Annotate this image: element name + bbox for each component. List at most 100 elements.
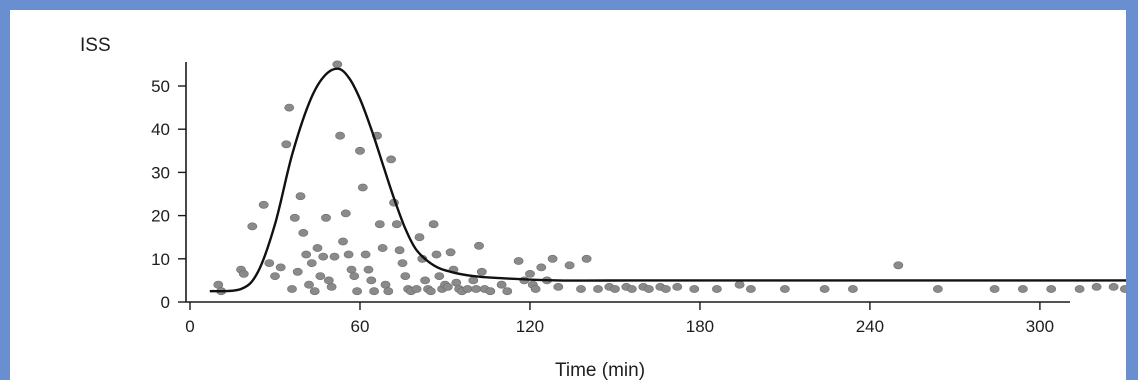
data-point [326, 282, 337, 291]
data-point [1091, 282, 1102, 291]
data-point [343, 250, 354, 259]
y-tick-label: 0 [161, 293, 170, 312]
data-point [352, 287, 362, 296]
data-point [298, 228, 309, 237]
x-tick-label: 180 [686, 317, 714, 336]
data-point [349, 272, 360, 280]
x-tick-label: 60 [351, 317, 370, 336]
data-point [292, 267, 303, 276]
y-axis-title: ISS [80, 35, 111, 56]
data-points [213, 60, 1126, 296]
data-point [525, 269, 535, 278]
data-point [547, 254, 558, 263]
x-tick-label: 0 [185, 317, 194, 336]
y-ticks: 0 10 20 30 40 50 [151, 77, 186, 312]
data-point [471, 285, 481, 293]
data-point [576, 285, 586, 293]
data-point [295, 192, 306, 201]
data-point [391, 220, 402, 229]
data-point [819, 285, 830, 293]
data-point [468, 276, 479, 285]
iss-time-chart: ISS Time (min) 0 10 20 30 40 50 0 60 120 180 240 3… [80, 35, 1126, 380]
data-point [474, 241, 484, 250]
data-point [1074, 285, 1085, 293]
data-point [332, 60, 343, 69]
data-point [386, 155, 396, 164]
data-point [485, 287, 496, 296]
data-point [377, 244, 388, 252]
data-point [270, 272, 280, 280]
data-point [553, 282, 564, 291]
data-point [315, 272, 326, 280]
data-point [306, 259, 317, 267]
data-point [357, 183, 368, 192]
data-point [502, 287, 513, 296]
data-point [289, 213, 300, 222]
data-point [318, 252, 329, 261]
data-point [672, 282, 683, 291]
data-point [1108, 282, 1119, 291]
data-point [513, 257, 524, 265]
data-point [213, 280, 224, 289]
data-point [780, 285, 790, 293]
data-point [366, 276, 377, 285]
y-tick-label: 10 [151, 250, 170, 269]
data-point [442, 282, 453, 291]
data-point [414, 233, 425, 242]
data-point [627, 285, 637, 293]
data-point [712, 285, 722, 293]
data-point [893, 261, 904, 270]
data-point [1046, 285, 1057, 293]
data-point [275, 263, 286, 272]
data-point [593, 285, 603, 293]
data-point [363, 265, 374, 274]
data-point [445, 248, 456, 257]
data-point [411, 285, 422, 293]
data-point [304, 280, 314, 289]
data-point [431, 250, 442, 259]
x-axis-title: Time (min) [555, 360, 645, 380]
x-ticks: 0 60 120 180 240 300 [185, 302, 1054, 336]
x-tick-label: 300 [1026, 317, 1054, 336]
data-point [264, 259, 275, 267]
data-point [530, 285, 541, 293]
data-point [734, 280, 745, 289]
data-point [476, 267, 487, 276]
data-point [394, 246, 405, 255]
data-point [346, 265, 357, 274]
data-point [312, 244, 323, 252]
data-point [1120, 285, 1126, 293]
data-point [369, 287, 379, 296]
data-point [301, 250, 312, 259]
data-point [462, 285, 473, 293]
data-point [689, 285, 700, 293]
y-tick-label: 40 [151, 120, 170, 139]
data-point [581, 254, 592, 263]
data-point [564, 261, 575, 270]
data-point [329, 252, 340, 261]
data-point [661, 285, 671, 293]
data-point [281, 140, 292, 149]
x-tick-label: 120 [516, 317, 544, 336]
data-point [420, 276, 430, 285]
data-point [284, 103, 295, 112]
data-point [1018, 285, 1028, 293]
data-point [360, 250, 371, 259]
data-point [989, 285, 1000, 293]
data-point [425, 287, 436, 296]
data-point [746, 285, 756, 293]
data-point [335, 131, 345, 140]
data-point [496, 280, 507, 289]
data-point [258, 200, 269, 209]
data-point [644, 285, 654, 293]
data-point [380, 280, 391, 289]
data-point [428, 220, 439, 229]
data-point [400, 272, 411, 280]
data-point [374, 220, 385, 229]
data-point [536, 263, 547, 272]
data-point [848, 285, 858, 293]
data-point [287, 285, 297, 293]
data-point [309, 287, 320, 296]
data-point [434, 272, 445, 280]
